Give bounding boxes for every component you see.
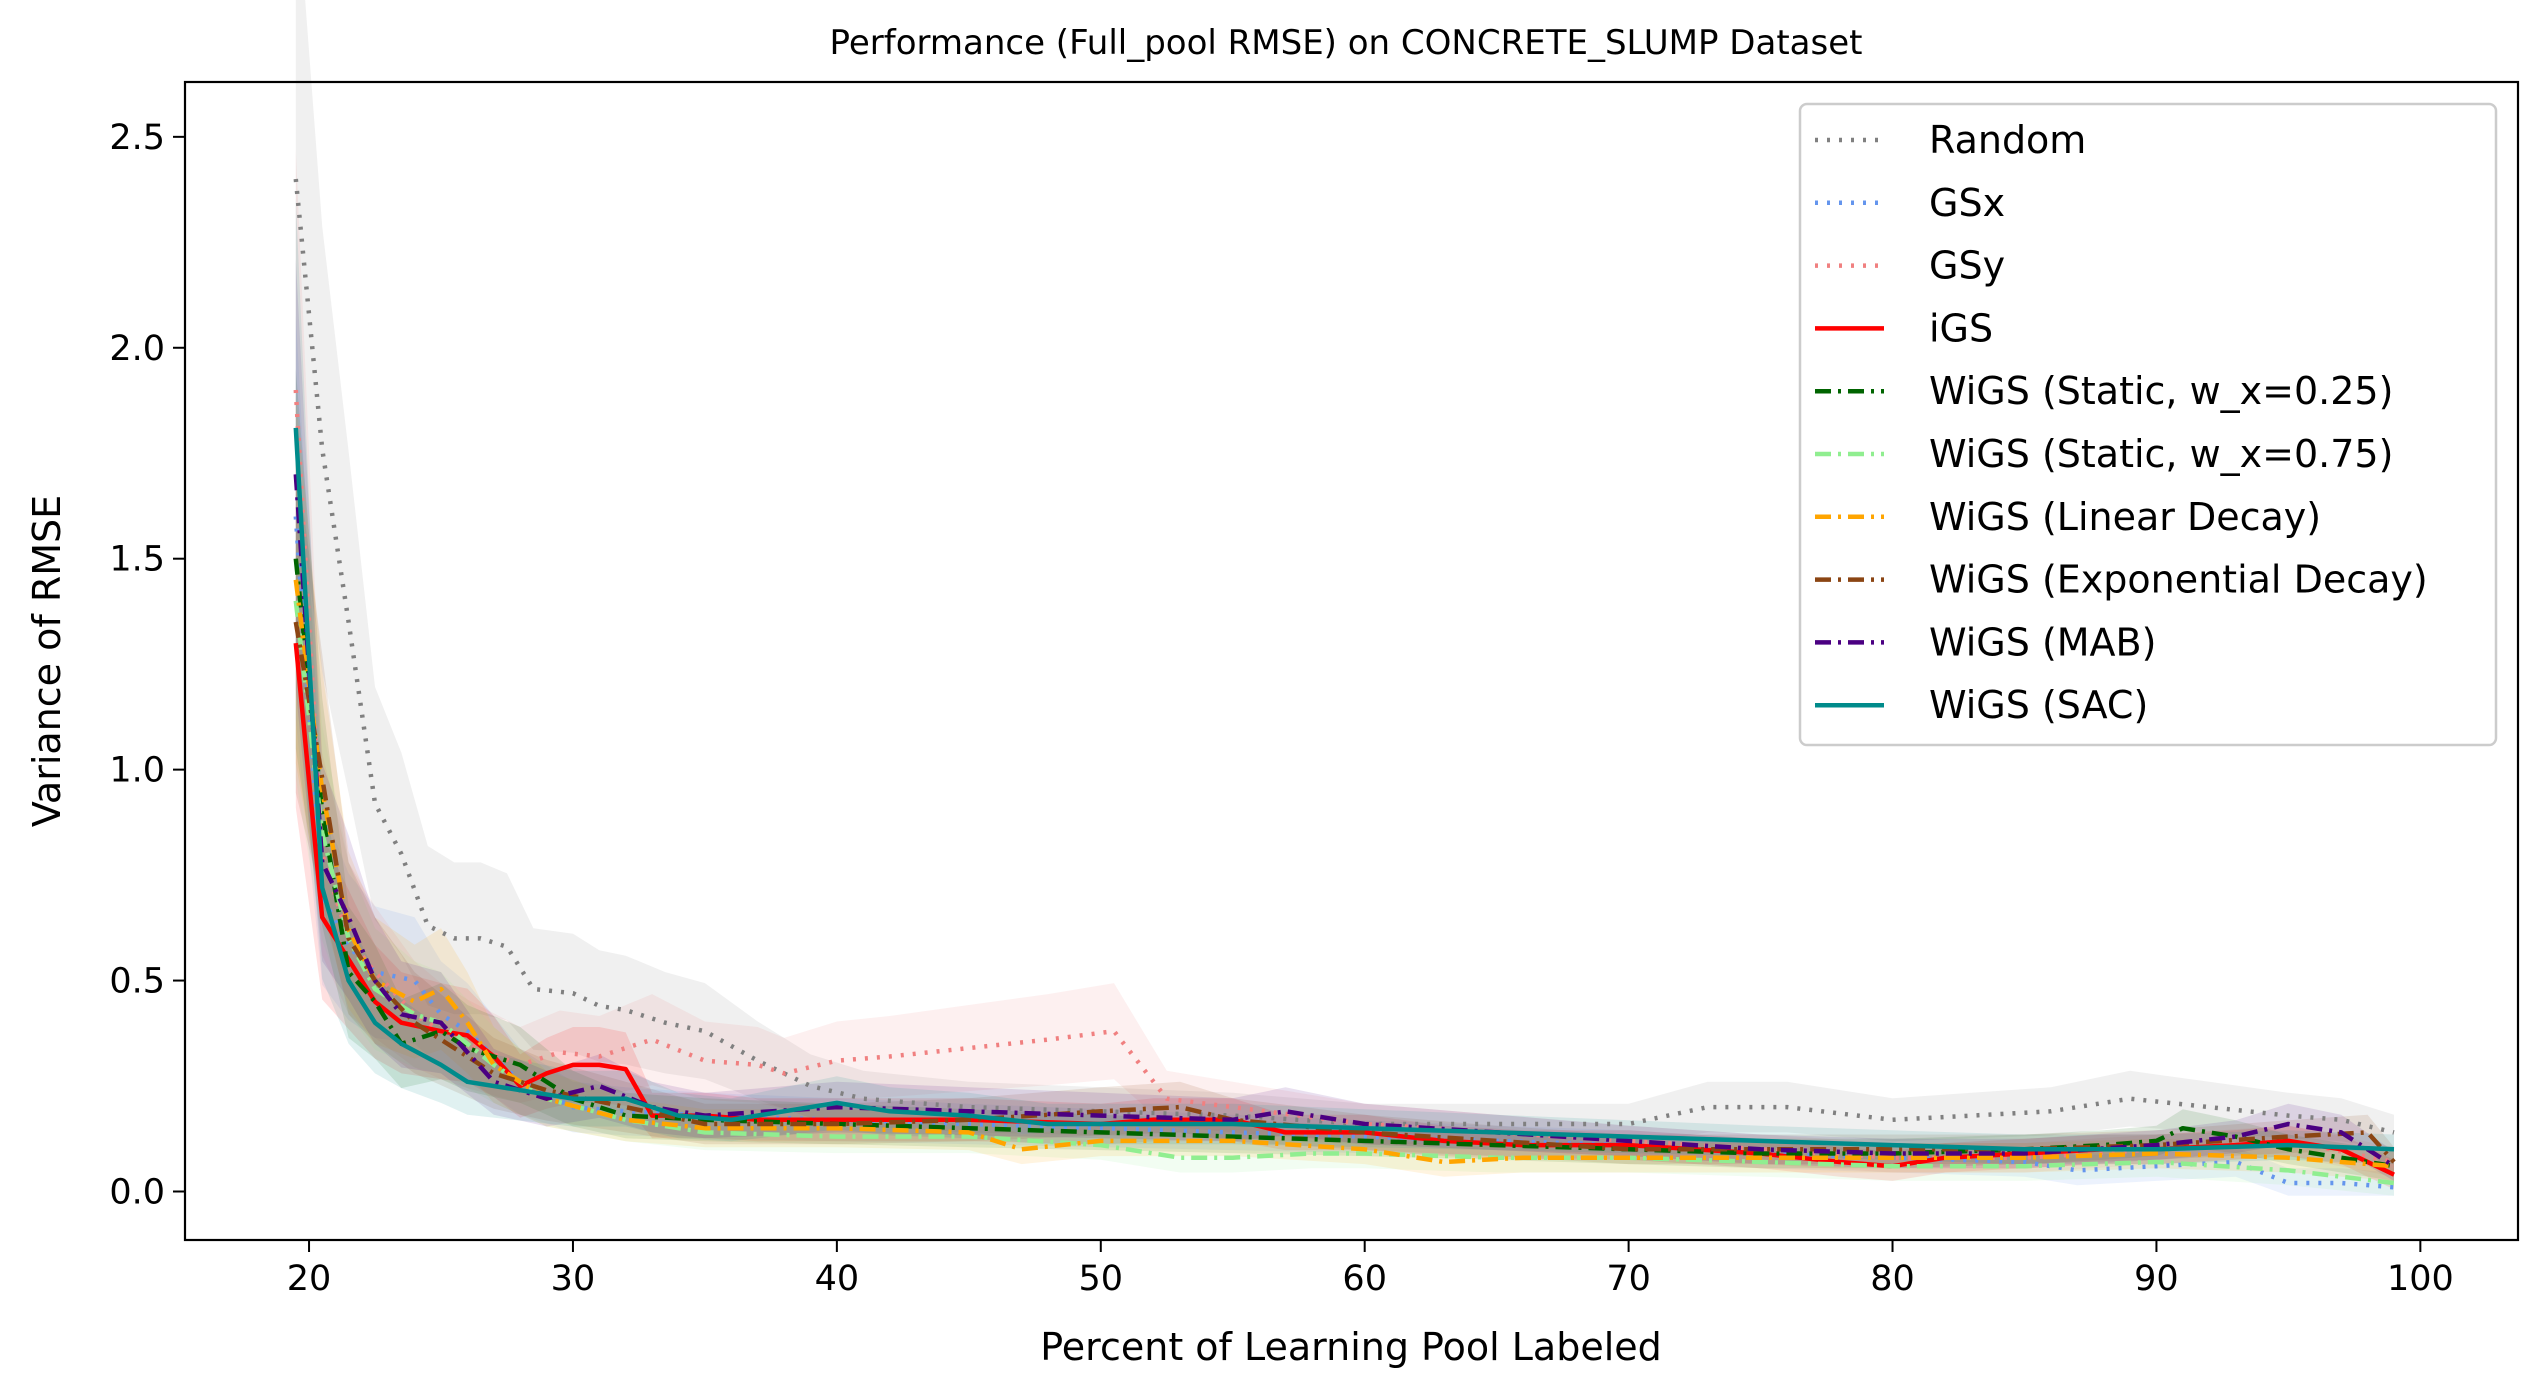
series-line-6 <box>293 579 2395 1169</box>
legend-label-3: iGS <box>1929 306 1993 350</box>
band-7 <box>295 451 2394 1177</box>
chart-title: Performance (Full_pool RMSE) on CONCRETE… <box>830 23 1863 63</box>
series-line-9 <box>293 427 2395 1152</box>
series-line-5 <box>293 600 2395 1186</box>
y-tick-label: 2.0 <box>109 329 165 369</box>
y-axis-ticks: 0.0 0.5 1.0 1.5 2.0 2.5 <box>109 118 185 1212</box>
legend-label-4: WiGS (Static, w_x=0.25) <box>1929 369 2393 413</box>
series-line-1 <box>293 516 2395 1190</box>
x-tick-label: 50 <box>1079 1259 1124 1299</box>
plot-frame <box>183 80 2520 1242</box>
x-tick-label: 40 <box>815 1259 860 1299</box>
legend-label-0: Random <box>1929 118 2086 162</box>
y-tick-label: 1.5 <box>109 540 165 580</box>
band-2 <box>295 149 2394 1177</box>
x-axis-label: Percent of Learning Pool Labeled <box>1040 1325 1662 1369</box>
legend-label-1: GSx <box>1929 181 2005 225</box>
legend-label-5: WiGS (Static, w_x=0.75) <box>1929 432 2393 476</box>
x-tick-label: 80 <box>1870 1259 1915 1299</box>
series-lines <box>293 178 2396 1190</box>
legend-box <box>1798 102 2498 747</box>
legend-label-2: GSy <box>1929 244 2005 288</box>
y-axis-label: Variance of RMSE <box>25 495 69 827</box>
y-tick-label: 1.0 <box>109 751 165 791</box>
legend-label-9: WiGS (SAC) <box>1929 683 2148 727</box>
x-tick-label: 60 <box>1342 1259 1387 1299</box>
legend: Random GSx GSy iGS WiGS (Static, w_x=0.25) Wi… <box>1798 102 2498 747</box>
x-tick-label: 20 <box>287 1259 332 1299</box>
series-line-4 <box>293 558 2395 1169</box>
x-tick-label: 90 <box>2134 1259 2179 1299</box>
x-axis-ticks: 20 30 40 50 60 70 80 90 100 <box>287 1240 2454 1299</box>
x-tick-label: 100 <box>2387 1259 2454 1299</box>
legend-label-6: WiGS (Linear Decay) <box>1929 495 2321 539</box>
y-tick-label: 0.0 <box>109 1172 165 1212</box>
legend-label-8: WiGS (MAB) <box>1929 620 2156 664</box>
series-line-7 <box>293 621 2396 1164</box>
y-tick-label: 0.5 <box>109 962 165 1002</box>
y-tick-label: 2.5 <box>109 118 165 158</box>
x-tick-label: 70 <box>1606 1259 1651 1299</box>
x-tick-label: 30 <box>551 1259 596 1299</box>
legend-label-7: WiGS (Exponential Decay) <box>1929 558 2428 602</box>
band-6 <box>295 396 2394 1181</box>
